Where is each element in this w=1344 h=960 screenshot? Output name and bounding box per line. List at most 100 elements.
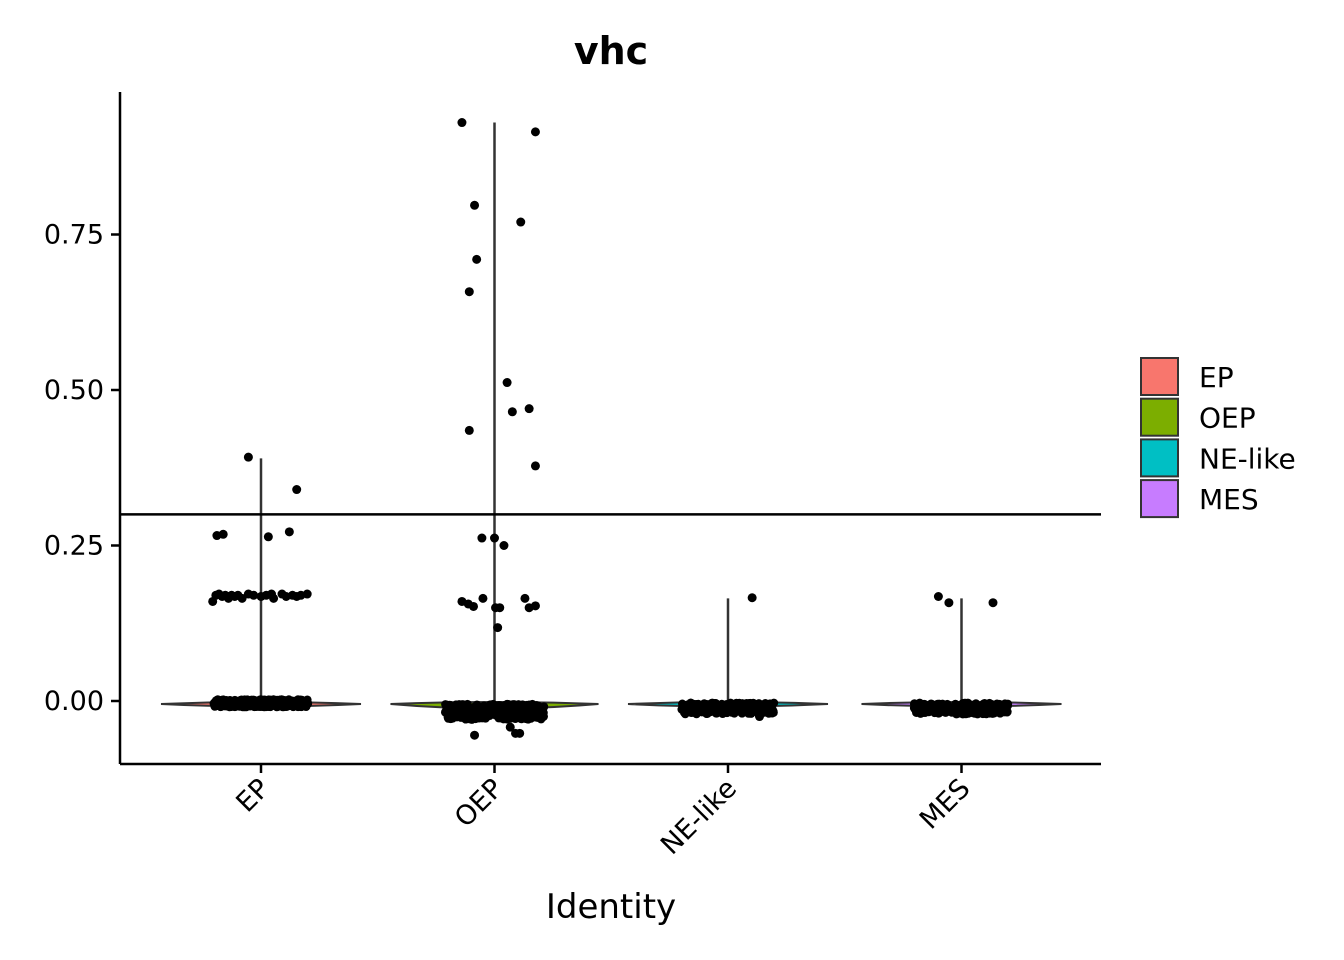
data-point (245, 697, 254, 707)
data-point (499, 541, 509, 550)
data-point (236, 697, 246, 706)
data-point (469, 601, 478, 611)
data-point (538, 704, 547, 714)
data-point (292, 485, 302, 495)
data-point (477, 713, 487, 723)
data-point (272, 695, 282, 705)
data-point (514, 709, 523, 718)
legend-item-oep: OEP (1140, 397, 1256, 437)
data-point (539, 712, 548, 722)
data-point (237, 593, 247, 603)
data-point (529, 702, 539, 712)
data-point (470, 730, 480, 740)
data-point (495, 603, 505, 613)
data-point (458, 704, 467, 713)
legend-label: NE-like (1199, 442, 1296, 475)
data-point (496, 706, 506, 715)
data-point (515, 728, 525, 738)
data-point (451, 707, 461, 717)
data-point (263, 532, 273, 542)
x-tick-label: NE-like (655, 773, 743, 861)
legend-swatch (1140, 357, 1179, 396)
data-point (762, 707, 772, 717)
legend-label: EP (1199, 361, 1234, 394)
data-point (441, 700, 450, 709)
x-tick-label: EP (230, 773, 275, 818)
data-point (470, 200, 480, 210)
data-point (472, 254, 482, 264)
data-point (933, 592, 943, 602)
data-point (712, 709, 721, 718)
data-point (918, 708, 928, 717)
legend-item-ep: EP (1140, 357, 1234, 396)
data-point (524, 404, 534, 414)
data-point (961, 702, 971, 711)
data-point (678, 699, 687, 709)
x-axis-title: Identity (546, 887, 676, 927)
data-point (216, 702, 225, 712)
data-point (261, 700, 270, 710)
data-point (473, 701, 482, 711)
legend-swatch (1140, 397, 1179, 437)
data-point (998, 700, 1008, 710)
data-point (530, 127, 540, 137)
legend-item-mes: MES (1140, 479, 1259, 519)
data-point (738, 708, 748, 717)
data-point (249, 590, 259, 600)
data-point (284, 527, 294, 537)
data-point (747, 593, 757, 603)
data-point (478, 593, 488, 603)
data-point (464, 287, 474, 297)
data-point (469, 710, 478, 720)
x-tick-label: OEP (449, 773, 510, 834)
data-point (477, 533, 487, 543)
data-point (269, 593, 279, 603)
data-point (243, 452, 253, 462)
violin-group-oep (390, 118, 599, 740)
x-tick-label: MES (914, 773, 977, 836)
data-point (464, 425, 474, 435)
data-point (520, 593, 530, 603)
data-point (225, 702, 235, 711)
legend: EP OEP NE-like MES (1140, 357, 1296, 519)
data-point (999, 707, 1009, 717)
data-point (530, 461, 540, 471)
data-point (279, 696, 289, 705)
data-point (755, 712, 764, 722)
legend-label: OEP (1199, 402, 1256, 435)
legend-swatch (1140, 479, 1179, 519)
data-point (745, 709, 754, 718)
legend-item-ne-like: NE-like (1140, 438, 1296, 478)
y-tick-label: 0.00 (44, 686, 104, 717)
data-point (218, 529, 228, 539)
data-point (457, 118, 467, 128)
violin-group-ep (160, 452, 362, 712)
legend-swatch (1140, 438, 1179, 478)
data-point (301, 699, 311, 709)
data-point (689, 702, 699, 711)
y-tick-label: 0.50 (44, 375, 104, 406)
data-point (302, 589, 312, 599)
data-point (973, 709, 982, 719)
data-point (486, 700, 495, 710)
data-point (290, 701, 300, 710)
data-point (944, 598, 954, 608)
data-point (490, 533, 499, 543)
legend-label: MES (1199, 483, 1259, 516)
data-point (971, 699, 981, 708)
data-point (252, 700, 262, 710)
y-tick-label: 0.25 (44, 531, 104, 562)
y-tick-label: 0.75 (44, 220, 104, 251)
violin-group-mes (861, 592, 1062, 719)
data-point (933, 699, 942, 709)
data-point (988, 700, 997, 709)
data-point (493, 623, 503, 633)
data-point (507, 407, 517, 417)
data-point (502, 378, 512, 388)
data-point (910, 699, 919, 708)
plot-area (120, 118, 1101, 740)
data-point (938, 705, 948, 715)
violin-group-ne-like (627, 593, 829, 722)
data-point (516, 217, 526, 227)
